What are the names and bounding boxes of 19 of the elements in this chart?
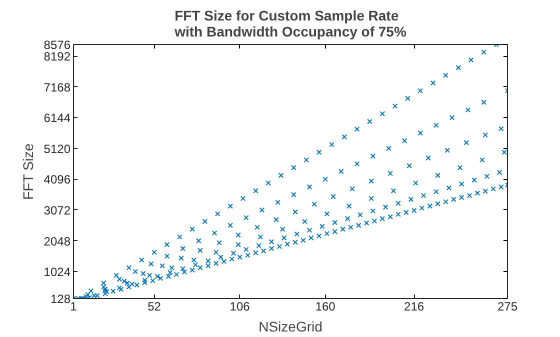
chart-title: FFT Size for Custom Sample Rate with Bandwidth Occupancy of 75% xyxy=(174,8,407,40)
y-tick-label: 8192 xyxy=(44,50,71,64)
x-tick-label: 216 xyxy=(404,300,424,314)
y-tick-label: 5120 xyxy=(44,142,71,156)
y-tick-label: 128 xyxy=(50,292,71,306)
y-tick-label: 4096 xyxy=(44,172,71,187)
y-tick-label: 6144 xyxy=(44,111,71,126)
y-tick-label: 3072 xyxy=(44,203,71,218)
y-tick-label: 7168 xyxy=(44,80,71,94)
y-axis-title: FFT Size xyxy=(20,143,36,200)
x-tick-label: 52 xyxy=(148,300,162,314)
x-tick-label: 160 xyxy=(315,300,336,314)
y-tick-label: 8576 xyxy=(44,38,71,52)
x-tick-label: 275 xyxy=(497,300,518,314)
y-tick-label: 1024 xyxy=(44,265,71,280)
x-axis-title: NSizeGrid xyxy=(258,318,322,334)
x-tick-label: 1 xyxy=(70,300,78,314)
x-tick-label: 106 xyxy=(230,300,250,314)
y-tick-label: 2048 xyxy=(44,234,71,248)
